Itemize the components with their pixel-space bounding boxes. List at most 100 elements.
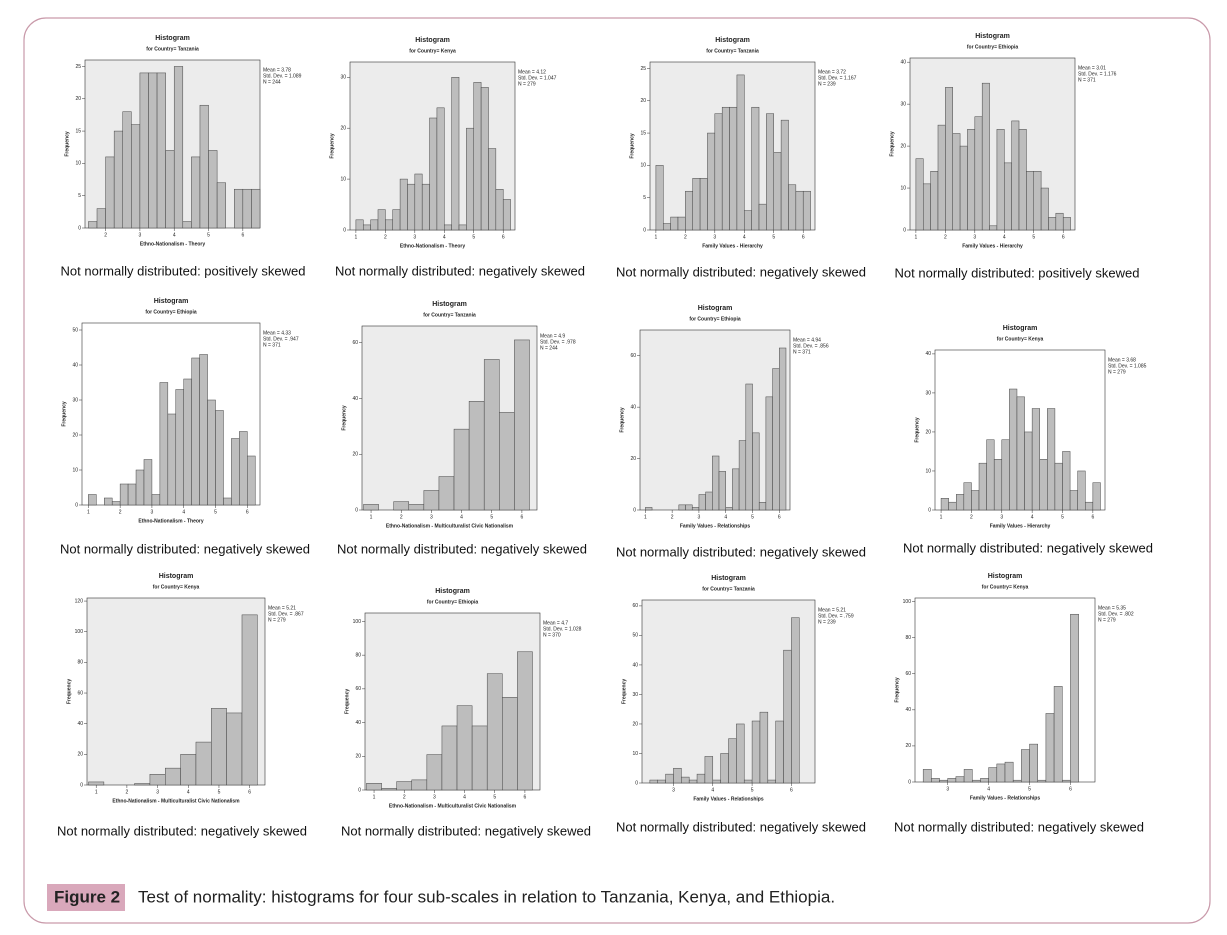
bar bbox=[923, 183, 931, 231]
bar bbox=[988, 767, 998, 783]
y-tick-label: 25 bbox=[75, 64, 81, 70]
bar bbox=[1039, 459, 1048, 511]
x-tick-label: 4 bbox=[463, 794, 466, 800]
bar bbox=[974, 116, 983, 231]
stats-line: Mean = 4.12 bbox=[518, 69, 546, 75]
y-tick-label: 60 bbox=[352, 340, 358, 346]
x-tick-label: 3 bbox=[151, 509, 154, 515]
stats-line: N = 279 bbox=[1108, 369, 1126, 375]
stats-line: Std. Dev. = 1.089 bbox=[263, 73, 302, 79]
bar bbox=[207, 399, 216, 506]
bar bbox=[127, 483, 137, 506]
x-axis-label: Family Values - Relationships bbox=[693, 796, 764, 802]
bar bbox=[704, 756, 714, 784]
x-tick-label: 4 bbox=[743, 234, 746, 240]
bar bbox=[1077, 470, 1086, 511]
y-tick-label: 0 bbox=[635, 780, 638, 786]
panel-caption: Not normally distributed: negatively ske… bbox=[903, 540, 1153, 555]
bar bbox=[670, 216, 679, 231]
chart-subtitle: for Country= Kenya bbox=[982, 584, 1029, 590]
bar bbox=[758, 203, 767, 231]
y-tick-label: 20 bbox=[905, 743, 911, 749]
x-axis-label: Ethno-Nationalism - Multiculturalist Civ… bbox=[386, 523, 514, 529]
bar bbox=[438, 476, 455, 511]
bar bbox=[1001, 439, 1010, 511]
y-tick-label: 100 bbox=[353, 619, 362, 625]
y-tick-label: 50 bbox=[72, 327, 78, 333]
x-axis-label: Family Values - Hierarchy bbox=[702, 243, 763, 249]
bar bbox=[915, 158, 924, 231]
y-tick-label: 0 bbox=[903, 227, 906, 233]
bar bbox=[426, 754, 443, 791]
bar bbox=[215, 410, 224, 506]
x-tick-label: 4 bbox=[443, 234, 446, 240]
panel-caption: Not normally distributed: negatively ske… bbox=[894, 819, 1144, 834]
bar bbox=[456, 705, 473, 791]
x-tick-label: 5 bbox=[751, 514, 754, 520]
x-tick-label: 3 bbox=[713, 234, 716, 240]
bar bbox=[802, 190, 811, 231]
stats-line: N = 279 bbox=[518, 81, 536, 87]
y-axis-label: Frequency bbox=[619, 407, 625, 433]
x-tick-label: 5 bbox=[751, 787, 754, 793]
bar bbox=[517, 651, 533, 791]
bar bbox=[1004, 162, 1012, 231]
bar bbox=[180, 754, 197, 786]
bar bbox=[488, 148, 497, 231]
y-tick-label: 40 bbox=[905, 707, 911, 713]
y-axis-label: Frequency bbox=[629, 133, 635, 159]
bar bbox=[151, 494, 161, 506]
bar bbox=[677, 216, 686, 231]
bar bbox=[937, 124, 946, 231]
bar bbox=[780, 119, 789, 231]
x-tick-label: 5 bbox=[1028, 786, 1031, 792]
bar bbox=[1054, 462, 1063, 511]
stats-line: Mean = 3.72 bbox=[818, 69, 846, 75]
stats-line: Std. Dev. = 1.028 bbox=[543, 626, 582, 632]
y-axis-label: Frequency bbox=[61, 401, 67, 427]
bar bbox=[88, 494, 97, 506]
bar bbox=[148, 72, 158, 229]
bar bbox=[1031, 408, 1040, 511]
bar bbox=[714, 113, 723, 231]
bar bbox=[429, 117, 438, 231]
chart-subtitle: for Country= Tanzania bbox=[146, 46, 199, 52]
y-tick-label: 40 bbox=[630, 404, 636, 410]
x-tick-label: 5 bbox=[1061, 514, 1064, 520]
chart-subtitle: for Country= Kenya bbox=[409, 48, 456, 54]
y-tick-label: 20 bbox=[925, 429, 931, 435]
bar bbox=[955, 776, 965, 783]
stats-line: N = 279 bbox=[268, 617, 286, 623]
bar bbox=[725, 507, 733, 511]
bar bbox=[96, 208, 106, 229]
bar bbox=[471, 725, 488, 791]
x-tick-label: 3 bbox=[1000, 514, 1003, 520]
bar bbox=[1011, 120, 1020, 231]
bar bbox=[392, 209, 401, 231]
panel-caption: Not normally distributed: negatively ske… bbox=[337, 541, 587, 556]
stats-line: N = 371 bbox=[793, 349, 811, 355]
y-axis-label: Frequency bbox=[341, 405, 347, 431]
bar bbox=[1026, 171, 1034, 231]
x-tick-label: 3 bbox=[156, 789, 159, 795]
chart-title: Histogram bbox=[975, 33, 1010, 40]
bar bbox=[996, 763, 1006, 783]
bar bbox=[767, 779, 776, 784]
bar bbox=[363, 504, 379, 511]
x-tick-label: 5 bbox=[214, 509, 217, 515]
chart-subtitle: for Country= Ethiopia bbox=[689, 316, 740, 322]
y-tick-label: 5 bbox=[643, 195, 646, 201]
bar bbox=[952, 133, 961, 231]
bar bbox=[738, 440, 747, 511]
bar bbox=[685, 190, 693, 231]
bar bbox=[775, 720, 784, 784]
x-tick-label: 2 bbox=[400, 514, 403, 520]
chart-subtitle: for Country= Ethiopia bbox=[145, 309, 196, 315]
bar bbox=[199, 104, 209, 229]
bar bbox=[149, 774, 166, 786]
chart-title: Histogram bbox=[432, 301, 467, 308]
bar bbox=[216, 182, 226, 229]
x-tick-label: 5 bbox=[1032, 234, 1035, 240]
y-tick-label: 100 bbox=[903, 599, 912, 605]
stats-line: N = 244 bbox=[263, 79, 281, 85]
